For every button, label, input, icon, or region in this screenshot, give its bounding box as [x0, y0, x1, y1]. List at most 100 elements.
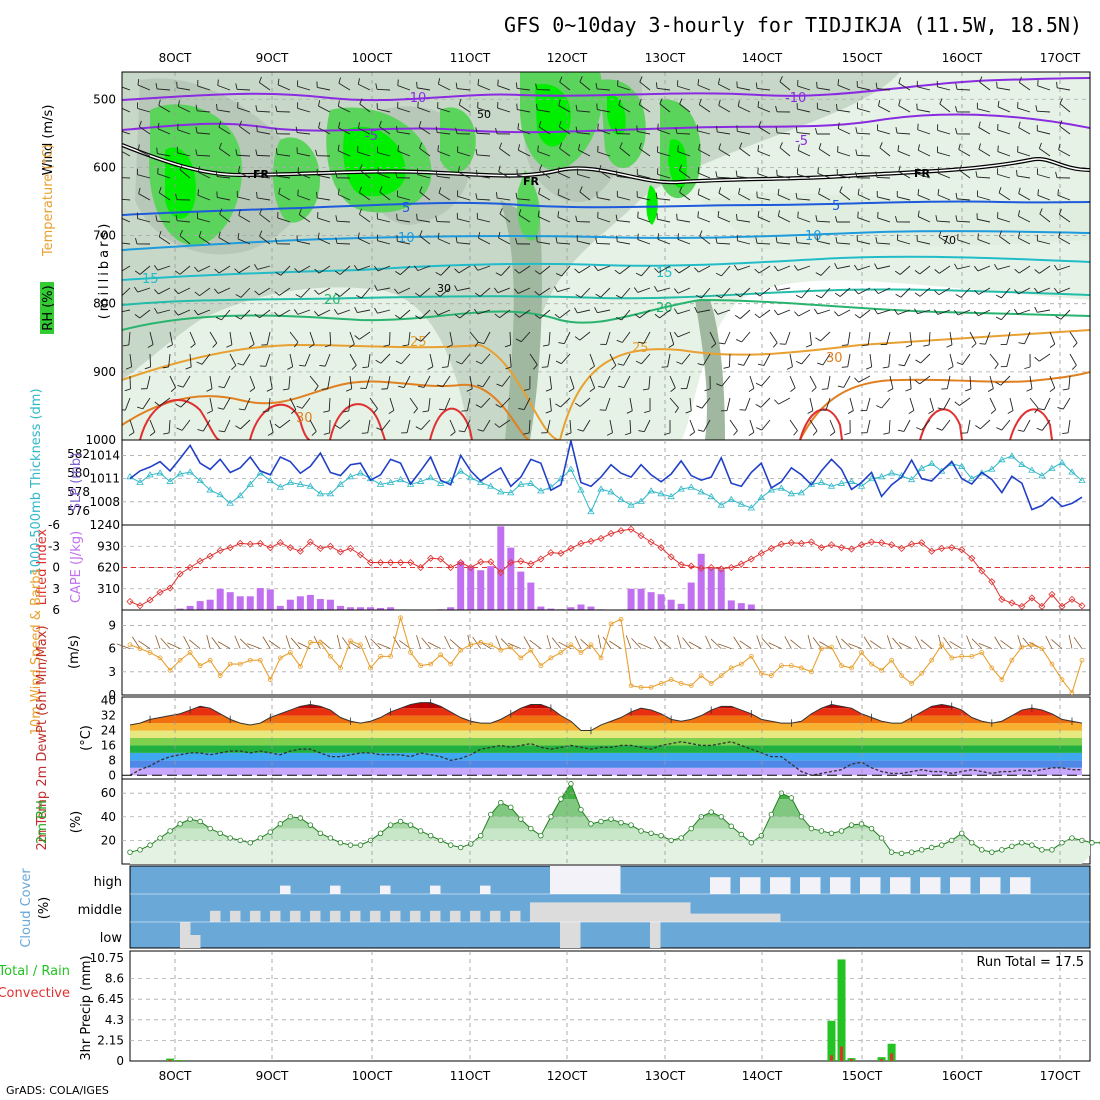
wind-barb: [609, 353, 617, 370]
footer-credit: GrADS: COLA/IGES: [6, 1084, 109, 1097]
barb-shaft: [580, 287, 591, 298]
wind10-point: [518, 655, 524, 661]
barb-shaft: [769, 331, 778, 344]
barb-shaft: [737, 87, 751, 91]
wind10-barb: [239, 638, 251, 649]
wind-barb: [959, 164, 971, 179]
barb-flag: [855, 149, 858, 156]
barb-flag: [1017, 210, 1021, 217]
thickness-point: [236, 491, 244, 499]
barb-shaft: [237, 107, 251, 113]
wind-barb: [514, 265, 531, 274]
wind-barb: [676, 213, 691, 223]
barb-shaft: [417, 107, 431, 113]
wind10-point: [728, 665, 734, 671]
wind10-grid: [122, 610, 1090, 695]
thickness-point: [867, 474, 876, 482]
li-point: [156, 588, 164, 596]
barb-flag: [773, 309, 779, 316]
barb-shaft: [157, 88, 171, 91]
barb-shaft: [579, 397, 591, 407]
slp-ylabel-right: SLP (mb): [69, 453, 84, 512]
barb-shaft: [139, 265, 151, 275]
wind-barb: [937, 397, 951, 410]
wind-barb: [736, 214, 751, 223]
barb-flag: [775, 126, 778, 133]
wind-barb: [334, 419, 351, 429]
wind-barb: [417, 168, 431, 179]
date-label-16OCT: 16OCT: [942, 51, 983, 65]
li-point: [958, 546, 966, 554]
barb-flag: [739, 409, 746, 411]
wind10-point: [628, 683, 634, 689]
barb-shaft: [437, 150, 451, 157]
barb-flag: [955, 192, 958, 199]
barb-flag: [755, 237, 758, 244]
wind-barb: [355, 287, 371, 299]
barb-shaft: [757, 106, 771, 113]
barb-shaft: [547, 353, 551, 367]
barb-shaft: [977, 196, 991, 201]
barb-flag: [275, 148, 278, 155]
thickness-point: [256, 469, 264, 476]
thickness-point: [126, 473, 134, 480]
wind-barb: [335, 237, 351, 245]
barb-shaft: [777, 265, 791, 272]
barb-shaft: [242, 353, 251, 366]
wind-barb: [579, 186, 591, 201]
wind-barb: [616, 190, 631, 201]
barb-shaft: [603, 375, 611, 388]
wind-barb: [195, 104, 211, 113]
barb-flag: [427, 366, 434, 370]
cloud-cell: [410, 910, 421, 922]
barb-shaft: [259, 82, 271, 91]
wind10-point: [378, 653, 383, 659]
barb-shaft: [437, 309, 451, 316]
barb-flag: [115, 294, 120, 297]
barb-shaft: [477, 265, 491, 271]
thickness-point: [747, 504, 756, 511]
wind-barb: [633, 287, 651, 293]
barb-flag: [262, 410, 269, 413]
barb-shaft: [797, 242, 811, 245]
barb-flag: [154, 307, 158, 314]
wind-barb: [377, 167, 391, 179]
wind10-barb: [427, 641, 441, 649]
barb-shaft: [817, 173, 831, 179]
wind-barb: [436, 375, 451, 388]
barb-shaft: [137, 84, 151, 91]
wind-barb: [238, 397, 251, 411]
barb-flag: [218, 121, 222, 128]
barb-flag: [218, 142, 222, 149]
barb-shaft: [277, 217, 291, 223]
wind-barb: [989, 397, 997, 414]
barb-shaft: [956, 220, 971, 223]
precip-convective-bar: [890, 1053, 894, 1061]
wind10-point: [668, 677, 674, 682]
barb-flag: [295, 294, 302, 298]
barb-shaft: [1018, 287, 1031, 295]
barb-flag: [515, 338, 522, 343]
barb-flag: [654, 286, 658, 292]
barb-flag: [1058, 208, 1062, 215]
wind-barb: [755, 397, 771, 408]
barb-flag: [238, 209, 241, 216]
barb-shaft: [959, 397, 971, 406]
barb-flag: [673, 331, 679, 338]
rh-point: [327, 835, 334, 841]
barb-flag: [438, 187, 442, 194]
barb-flag: [955, 128, 958, 135]
y-tick-10.75: 10.75: [90, 951, 124, 965]
barb-shaft: [337, 309, 351, 315]
thickness-point: [196, 476, 204, 484]
li-point: [968, 554, 976, 562]
barb-shaft: [297, 309, 311, 315]
barb-flag: [1057, 189, 1059, 196]
barb-flag: [937, 188, 940, 196]
cloud-cell: [470, 910, 481, 922]
barb-flag: [974, 310, 979, 317]
barb-shaft: [978, 287, 991, 295]
thickness-point: [487, 482, 495, 489]
li-point: [557, 549, 565, 557]
wind-barb: [236, 190, 251, 201]
